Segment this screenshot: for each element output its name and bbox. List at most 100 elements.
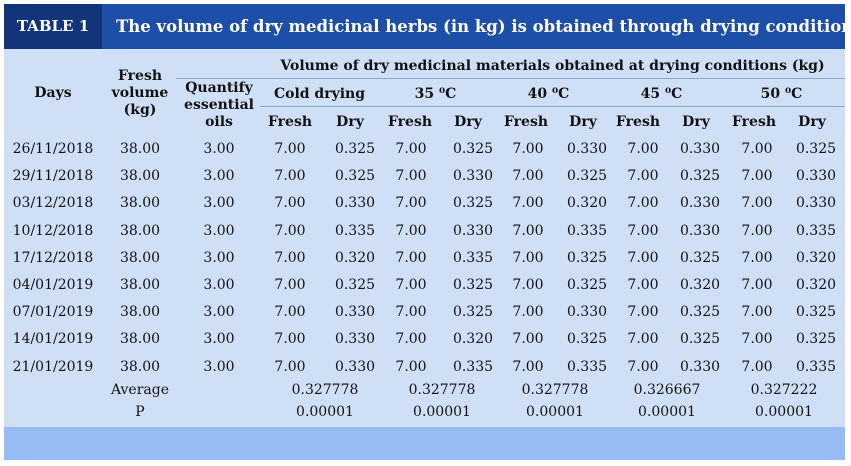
- cell-oils: 3.00: [203, 331, 235, 348]
- cell-c40-dry: 0.335: [566, 222, 608, 239]
- cell-c35-dry: 0.330: [452, 222, 494, 239]
- cell-c35-dry: 0.325: [452, 141, 494, 157]
- cell-cold-fresh: 7.00: [274, 277, 306, 293]
- header-dry: Dry: [682, 114, 710, 130]
- cell-c35-dry: 0.320: [452, 331, 494, 348]
- cell-c40-fresh: 7.00: [512, 331, 544, 348]
- cell-fresh-volume: 38.00: [119, 358, 161, 375]
- cell-c50-dry: 0.335: [795, 358, 837, 375]
- cell-c50-fresh: 7.00: [741, 331, 773, 348]
- cell-c40-fresh: 7.00: [512, 358, 544, 375]
- cell-c50-fresh: 7.00: [741, 195, 773, 212]
- cell-c35-fresh: 7.00: [395, 304, 427, 321]
- cell-oils: 3.00: [203, 249, 235, 266]
- cell-cold-dry: 0.330: [334, 195, 376, 212]
- cell-c45-dry: 0.325: [679, 249, 721, 266]
- table-row: 03/12/2018 38.00 3.00 7.00 0.330 7.00 0.325…: [4, 190, 845, 217]
- cell-c45-fresh: 7.00: [627, 358, 659, 375]
- cell-c35-fresh: 7.00: [395, 195, 427, 212]
- cell-c35-fresh: 7.00: [395, 141, 427, 157]
- cell-cold-fresh: 7.00: [274, 222, 306, 239]
- header-divider: [176, 78, 845, 79]
- p-value-cold: 0.00001: [296, 404, 354, 420]
- cell-c50-dry: 0.335: [795, 222, 837, 239]
- cell-fresh-volume: 38.00: [119, 195, 161, 212]
- cell-c50-dry: 0.325: [795, 331, 837, 348]
- cell-c45-dry: 0.330: [679, 195, 721, 212]
- header-condition-cold: Cold drying: [273, 86, 366, 102]
- cell-c35-fresh: 7.00: [395, 168, 427, 185]
- cell-c45-dry: 0.330: [679, 141, 721, 157]
- average-value-c45: 0.326667: [633, 382, 701, 398]
- table-row: 26/11/2018 38.00 3.00 7.00 0.325 7.00 0.325…: [4, 136, 845, 163]
- table-frame: TABLE 1 The volume of dry medicinal herb…: [4, 4, 851, 460]
- cell-day: 04/01/2019: [12, 277, 94, 293]
- cell-c35-fresh: 7.00: [395, 222, 427, 239]
- cell-cold-fresh: 7.00: [274, 358, 306, 375]
- cell-fresh-volume: 38.00: [119, 249, 161, 266]
- cell-c40-fresh: 7.00: [512, 304, 544, 321]
- cell-c40-dry: 0.335: [566, 358, 608, 375]
- cell-cold-dry: 0.330: [334, 331, 376, 348]
- cell-c40-dry: 0.325: [566, 277, 608, 293]
- cell-c50-fresh: 7.00: [741, 168, 773, 185]
- header-quantify-line: essential: [184, 97, 254, 113]
- average-value-c35: 0.327778: [408, 382, 476, 398]
- header-fresh-volume-line: volume: [111, 85, 169, 101]
- cell-cold-fresh: 7.00: [274, 249, 306, 266]
- table-title: The volume of dry medicinal herbs (in kg…: [116, 17, 851, 36]
- cell-c40-dry: 0.330: [566, 304, 608, 321]
- header-fresh: Fresh: [615, 114, 661, 130]
- cell-c50-dry: 0.330: [795, 168, 837, 185]
- header-fresh: Fresh: [267, 114, 313, 130]
- header-condition-40: 40 ⁰C: [527, 86, 570, 102]
- cell-c40-fresh: 7.00: [512, 249, 544, 266]
- header-quantify: Quantify essential oils: [178, 80, 260, 131]
- cell-c50-fresh: 7.00: [741, 222, 773, 239]
- header-condition-50: 50 ⁰C: [760, 86, 803, 102]
- cell-c45-fresh: 7.00: [627, 249, 659, 266]
- cell-cold-fresh: 7.00: [274, 304, 306, 321]
- p-label: P: [135, 404, 145, 420]
- cell-fresh-volume: 38.00: [119, 331, 161, 348]
- average-value-cold: 0.327778: [291, 382, 359, 398]
- cell-day: 29/11/2018: [12, 168, 94, 185]
- cell-day: 07/01/2019: [12, 304, 94, 321]
- cell-oils: 3.00: [203, 358, 235, 375]
- cell-c50-dry: 0.325: [795, 304, 837, 321]
- cell-cold-dry: 0.325: [334, 168, 376, 185]
- cell-c35-dry: 0.335: [452, 358, 494, 375]
- cell-cold-dry: 0.330: [334, 358, 376, 375]
- header-dry: Dry: [336, 114, 364, 130]
- header-group: Volume of dry medicinal materials obtain…: [280, 58, 825, 74]
- cell-c50-fresh: 7.00: [741, 249, 773, 266]
- cell-fresh-volume: 38.00: [119, 168, 161, 185]
- cell-cold-dry: 0.335: [334, 222, 376, 239]
- cell-c35-fresh: 7.00: [395, 277, 427, 293]
- cell-c45-fresh: 7.00: [627, 331, 659, 348]
- header-fresh: Fresh: [387, 114, 433, 130]
- cell-c45-dry: 0.325: [679, 331, 721, 348]
- cell-c50-fresh: 7.00: [741, 304, 773, 321]
- table-row: 07/01/2019 38.00 3.00 7.00 0.330 7.00 0.325…: [4, 299, 845, 326]
- cell-oils: 3.00: [203, 304, 235, 321]
- cell-cold-fresh: 7.00: [274, 141, 306, 157]
- header-condition-45: 45 ⁰C: [640, 86, 683, 102]
- header-quantify-line: Quantify: [185, 80, 253, 96]
- cell-c40-dry: 0.325: [566, 168, 608, 185]
- cell-c40-dry: 0.325: [566, 331, 608, 348]
- cell-c45-fresh: 7.00: [627, 222, 659, 239]
- cell-c50-dry: 0.325: [795, 141, 837, 157]
- header-divider: [260, 106, 845, 107]
- p-row: P 0.00001 0.00001 0.00001 0.00001 0.00001: [4, 402, 845, 422]
- cell-c45-fresh: 7.00: [627, 277, 659, 293]
- header-fresh: Fresh: [731, 114, 777, 130]
- cell-fresh-volume: 38.00: [119, 304, 161, 321]
- cell-cold-fresh: 7.00: [274, 195, 306, 212]
- cell-c50-fresh: 7.00: [741, 277, 773, 293]
- table-label: TABLE 1: [4, 4, 102, 49]
- header-dry: Dry: [569, 114, 597, 130]
- cell-day: 03/12/2018: [12, 195, 94, 212]
- cell-day: 21/01/2019: [12, 358, 94, 375]
- cell-oils: 3.00: [203, 141, 235, 157]
